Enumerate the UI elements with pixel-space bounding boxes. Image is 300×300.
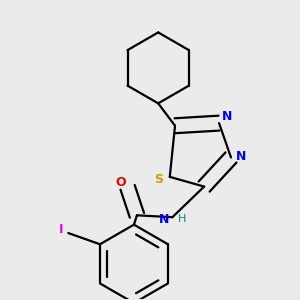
- Text: N: N: [159, 213, 169, 226]
- Text: N: N: [222, 110, 232, 123]
- Text: N: N: [236, 150, 246, 163]
- Text: H: H: [178, 214, 187, 224]
- Text: O: O: [116, 176, 126, 189]
- Text: I: I: [59, 223, 64, 236]
- Text: S: S: [154, 173, 163, 186]
